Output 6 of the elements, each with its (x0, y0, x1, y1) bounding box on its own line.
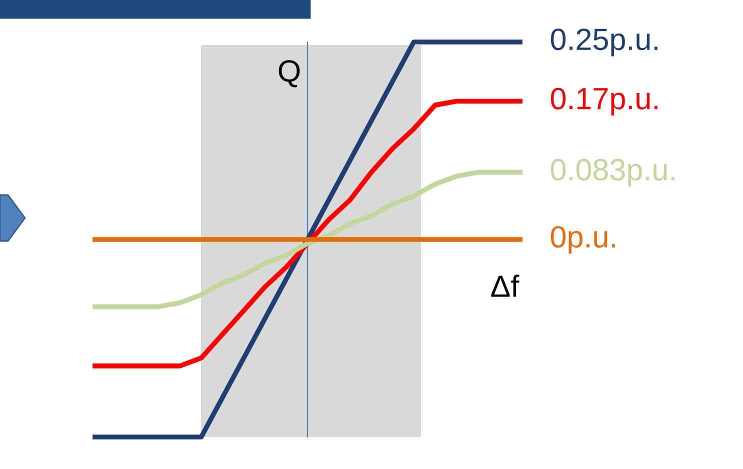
series-label: 0.17p.u. (550, 88, 658, 116)
series-label: 0.083p.u. (550, 158, 674, 187)
y-axis-title: Q (278, 60, 300, 88)
series-label: 0p.u. (550, 226, 615, 254)
series-label: 0.25p.u. (550, 28, 658, 56)
x-axis-title: Δf (491, 274, 520, 297)
